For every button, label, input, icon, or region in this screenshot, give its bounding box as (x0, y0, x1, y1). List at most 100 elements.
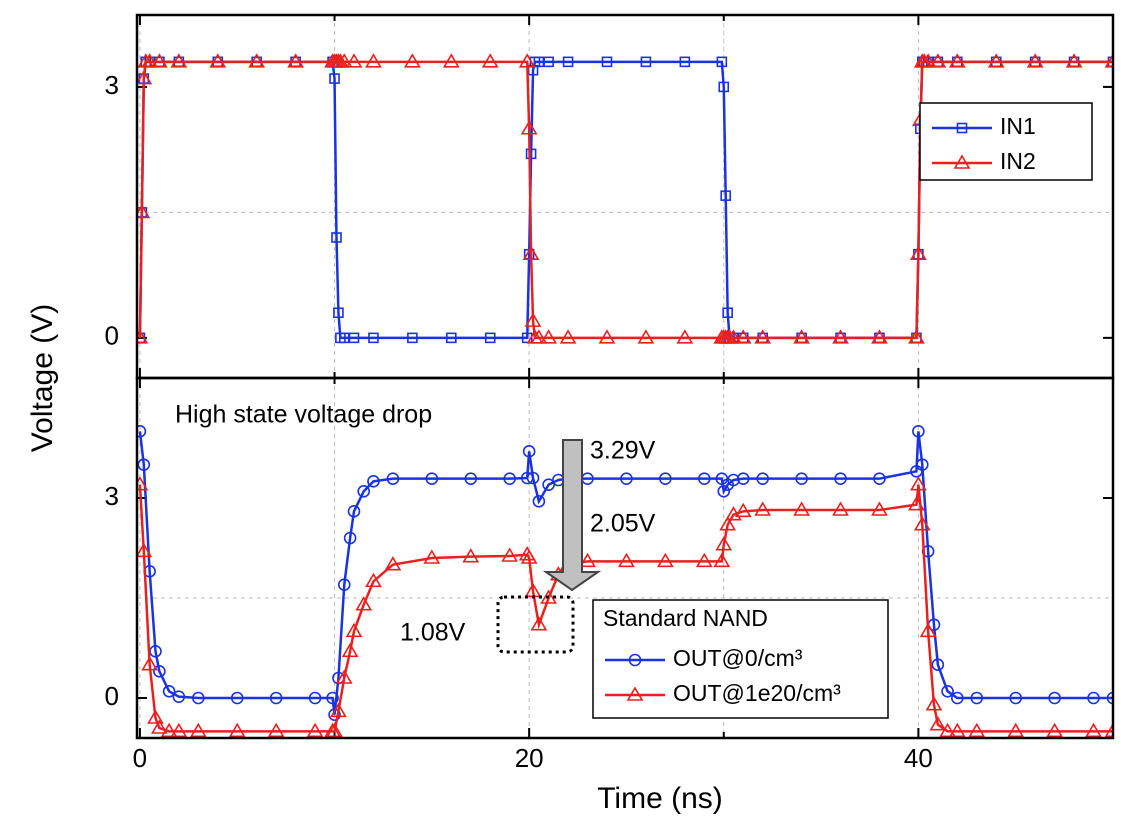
arrow (542, 439, 602, 592)
marker (716, 56, 728, 68)
marker (676, 329, 694, 344)
marker (908, 329, 925, 344)
marker (1087, 691, 1100, 705)
marker (722, 307, 733, 319)
marker (956, 122, 968, 134)
x-axis-label: Time (ns) (597, 782, 723, 815)
y-tick-label: 0 (105, 681, 119, 711)
plots: 0 3 IN1 IN2 0 20 40 0 3 Standard NAND OUT@0/cm³ OUT… (105, 13, 1115, 773)
marker (520, 120, 538, 135)
marker (925, 696, 943, 711)
marker (909, 245, 927, 261)
marker (717, 485, 731, 498)
marker (248, 53, 266, 68)
marker (341, 642, 359, 658)
line (138, 484, 1113, 733)
marker (530, 616, 548, 631)
marker (873, 472, 886, 485)
marker (734, 329, 752, 344)
marker (628, 653, 642, 667)
marker (335, 669, 353, 684)
y-tick-label: 3 (105, 70, 119, 100)
legend-label: IN2 (1000, 148, 1036, 174)
marker (939, 722, 956, 738)
marker (713, 552, 731, 568)
marker (832, 329, 849, 344)
marker (287, 53, 305, 68)
marker (637, 329, 655, 344)
marker (1065, 53, 1083, 68)
marker (1104, 722, 1113, 738)
marker (368, 332, 379, 344)
marker (948, 722, 966, 738)
legend-title: Standard NAND (603, 605, 768, 631)
marker (162, 685, 176, 698)
marker (725, 329, 742, 344)
marker (543, 56, 554, 68)
marker (170, 53, 188, 68)
marker (834, 472, 847, 485)
y-tick-label: 0 (105, 321, 119, 351)
annotation: 2.05V (590, 510, 656, 538)
marker (736, 472, 750, 485)
x-tick-label: 20 (515, 743, 544, 773)
marker (727, 473, 740, 487)
marker (719, 516, 737, 531)
marker (501, 547, 519, 562)
marker (306, 722, 324, 738)
marker (951, 691, 964, 705)
annotation: 3.29V (590, 437, 656, 465)
marker (425, 472, 439, 485)
marker (656, 552, 674, 568)
marker (386, 472, 400, 485)
marker (355, 596, 373, 611)
marker (357, 485, 371, 498)
marker (1104, 53, 1113, 68)
marker (347, 505, 361, 518)
marker (481, 53, 499, 68)
marker (540, 329, 558, 344)
marker (929, 53, 947, 68)
marker (192, 691, 205, 705)
marker (365, 53, 382, 68)
marker (230, 691, 244, 705)
marker (228, 722, 246, 738)
marker (598, 329, 616, 344)
marker (718, 81, 730, 93)
marker (915, 458, 929, 471)
marker (987, 53, 1005, 68)
marker (137, 329, 149, 344)
marker (153, 665, 166, 678)
x-tick-label: 0 (133, 743, 147, 773)
marker (970, 691, 984, 705)
marker (659, 472, 672, 485)
marker (518, 53, 536, 68)
marker (734, 502, 752, 518)
marker (795, 472, 808, 485)
marker (640, 56, 652, 68)
marker (695, 552, 713, 568)
marker (343, 531, 357, 545)
marker (484, 332, 496, 344)
marker (968, 722, 986, 738)
marker (754, 501, 772, 516)
marker (871, 501, 888, 516)
marker (1106, 691, 1113, 705)
marker (756, 472, 769, 485)
marker (618, 552, 635, 568)
marker (522, 445, 536, 458)
marker (160, 722, 178, 738)
marker (335, 53, 353, 68)
marker (172, 690, 186, 703)
marker (754, 329, 772, 344)
marker (525, 148, 537, 160)
marker (170, 722, 188, 738)
highlight-box (496, 595, 575, 654)
marker (953, 154, 971, 169)
x-tick-label: 40 (904, 743, 933, 773)
marker (345, 622, 363, 638)
marker (524, 312, 542, 327)
marker (503, 472, 516, 485)
marker (871, 329, 888, 344)
marker (423, 549, 441, 564)
